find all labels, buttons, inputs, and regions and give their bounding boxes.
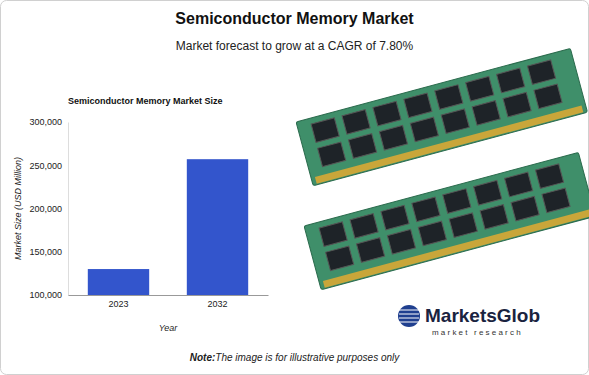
y-tick: 200,000 bbox=[29, 204, 68, 214]
chip bbox=[350, 214, 378, 239]
module-contacts bbox=[323, 209, 589, 287]
x-tick-label: 2023 bbox=[108, 299, 128, 309]
chip bbox=[412, 197, 440, 222]
chip bbox=[342, 110, 370, 135]
x-axis: 2023 2032 bbox=[69, 295, 269, 309]
y-tick: 150,000 bbox=[29, 247, 68, 257]
y-tick-label: 250,000 bbox=[29, 161, 62, 171]
chip bbox=[418, 221, 446, 246]
y-tick-label: 200,000 bbox=[29, 204, 62, 214]
chip bbox=[505, 172, 533, 197]
chip bbox=[466, 76, 494, 101]
chip bbox=[311, 118, 339, 143]
chip bbox=[410, 117, 438, 142]
chip bbox=[535, 164, 563, 189]
y-tick: 300,000 bbox=[29, 117, 68, 127]
y-axis-line bbox=[68, 123, 69, 296]
page-subtitle: Market forecast to grow at a CAGR of 7.8… bbox=[176, 39, 414, 53]
chip bbox=[326, 246, 354, 271]
logo-globe bbox=[398, 305, 420, 327]
note-label: Note: bbox=[190, 352, 216, 363]
logo-backdrop bbox=[388, 296, 580, 340]
logo: MarketsGlob market research bbox=[388, 296, 580, 340]
logo-globe-line bbox=[399, 310, 419, 311]
chip bbox=[480, 205, 508, 230]
y-tick: 100,000 bbox=[29, 290, 68, 300]
page: Semiconductor Memory Market Market foreca… bbox=[0, 0, 589, 375]
logo-globe-line bbox=[399, 318, 419, 319]
chip bbox=[356, 238, 384, 263]
bar bbox=[88, 269, 149, 295]
y-tick-label: 300,000 bbox=[29, 117, 62, 127]
chip bbox=[381, 205, 409, 230]
logo-tagline: market research bbox=[432, 328, 523, 337]
chart: Semiconductor Memory Market Size100,0001… bbox=[13, 96, 269, 333]
chip bbox=[387, 229, 415, 254]
note: Note:The image is for illustrative purpo… bbox=[190, 352, 401, 363]
chip bbox=[449, 213, 477, 238]
y-axis: 100,000 150,000 200,000 250,000 300,000 bbox=[29, 117, 68, 300]
y-axis-title: Market Size (USD Million) bbox=[13, 157, 23, 260]
memory-module bbox=[304, 152, 589, 289]
chip bbox=[503, 92, 531, 117]
y-tick-label: 100,000 bbox=[29, 290, 62, 300]
bars bbox=[88, 159, 248, 295]
chip bbox=[534, 84, 562, 109]
chip bbox=[404, 93, 432, 118]
chip bbox=[318, 142, 346, 167]
chip bbox=[497, 68, 525, 93]
illustration bbox=[296, 48, 589, 289]
x-tick-label: 2032 bbox=[207, 299, 227, 309]
note-text: The image is for illustrative purposes o… bbox=[215, 352, 400, 363]
chip bbox=[435, 85, 463, 110]
chip bbox=[319, 222, 347, 247]
chip bbox=[472, 101, 500, 126]
y-tick-label: 150,000 bbox=[29, 247, 62, 257]
chip bbox=[379, 125, 407, 150]
x-tick: 2032 bbox=[207, 295, 227, 309]
x-tick: 2023 bbox=[108, 295, 128, 309]
chip bbox=[373, 101, 401, 126]
module-board bbox=[304, 152, 589, 289]
y-tick: 250,000 bbox=[29, 161, 68, 171]
logo-globe-line bbox=[399, 314, 419, 315]
x-axis-title: Year bbox=[159, 323, 179, 333]
chip bbox=[441, 109, 469, 134]
chip bbox=[474, 180, 502, 205]
chip bbox=[542, 188, 570, 213]
page-title: Semiconductor Memory Market bbox=[175, 10, 414, 27]
x-axis-line bbox=[69, 295, 269, 296]
chip bbox=[511, 196, 539, 221]
chip bbox=[348, 134, 376, 159]
bar bbox=[187, 159, 248, 295]
chip bbox=[443, 189, 471, 214]
logo-brand: MarketsGlob bbox=[425, 305, 540, 326]
logo-globe-line bbox=[399, 322, 419, 323]
chip bbox=[527, 60, 555, 85]
chart-title: Semiconductor Memory Market Size bbox=[68, 96, 223, 106]
